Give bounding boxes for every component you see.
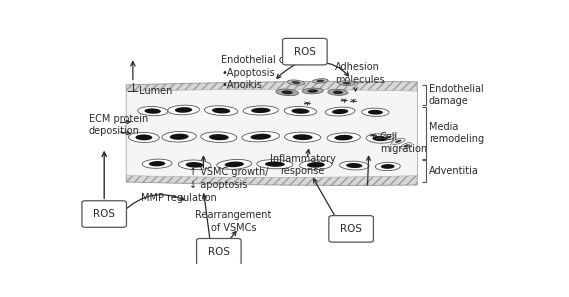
Ellipse shape: [209, 134, 229, 140]
Ellipse shape: [251, 108, 270, 113]
Text: Adventitia: Adventitia: [429, 166, 479, 176]
Text: ROS: ROS: [340, 224, 362, 234]
Ellipse shape: [225, 162, 244, 167]
Ellipse shape: [265, 162, 285, 167]
Ellipse shape: [328, 89, 348, 95]
Ellipse shape: [129, 132, 159, 143]
Ellipse shape: [403, 144, 409, 147]
Ellipse shape: [332, 109, 348, 114]
Ellipse shape: [282, 90, 293, 94]
Polygon shape: [126, 81, 417, 185]
Ellipse shape: [333, 91, 343, 94]
Text: Rearrangement
of VSMCs: Rearrangement of VSMCs: [195, 210, 271, 233]
Ellipse shape: [170, 134, 188, 140]
Ellipse shape: [401, 143, 412, 149]
Ellipse shape: [327, 133, 360, 143]
Ellipse shape: [362, 108, 389, 116]
Ellipse shape: [368, 110, 383, 115]
Ellipse shape: [178, 160, 211, 170]
Ellipse shape: [346, 163, 362, 168]
Text: ROS: ROS: [93, 209, 115, 219]
Ellipse shape: [292, 81, 300, 84]
Ellipse shape: [307, 162, 325, 168]
Ellipse shape: [287, 80, 304, 85]
Ellipse shape: [325, 107, 355, 116]
Ellipse shape: [372, 136, 387, 141]
Ellipse shape: [257, 159, 293, 169]
Text: Adhesion
molecules: Adhesion molecules: [335, 62, 385, 85]
Text: ECM protein
deposition: ECM protein deposition: [89, 114, 148, 136]
Ellipse shape: [340, 161, 369, 170]
Ellipse shape: [212, 108, 230, 113]
Ellipse shape: [316, 80, 324, 82]
Ellipse shape: [300, 160, 332, 170]
Text: Cell
migration: Cell migration: [380, 132, 427, 154]
FancyBboxPatch shape: [283, 38, 327, 65]
Ellipse shape: [138, 107, 168, 116]
Ellipse shape: [292, 134, 312, 140]
Ellipse shape: [335, 135, 353, 140]
Ellipse shape: [142, 159, 172, 168]
Ellipse shape: [284, 132, 321, 142]
Text: Inflammatory
response: Inflammatory response: [270, 154, 336, 176]
Text: ROS: ROS: [294, 47, 316, 57]
Text: Endothelial
damage: Endothelial damage: [429, 84, 484, 106]
Text: ROS: ROS: [208, 247, 230, 257]
Ellipse shape: [145, 108, 161, 114]
Ellipse shape: [135, 135, 152, 140]
Ellipse shape: [391, 138, 405, 144]
Ellipse shape: [384, 136, 391, 139]
Ellipse shape: [276, 89, 299, 96]
Ellipse shape: [381, 164, 395, 169]
FancyBboxPatch shape: [196, 238, 241, 265]
Text: Endothelial cell
•Apoptosis
•Anoikis: Endothelial cell •Apoptosis •Anoikis: [221, 55, 296, 90]
Polygon shape: [126, 89, 417, 177]
Text: ↑ VSMC growth/
↓ apoptosis: ↑ VSMC growth/ ↓ apoptosis: [189, 168, 269, 190]
Ellipse shape: [250, 134, 271, 140]
Ellipse shape: [302, 88, 323, 94]
Ellipse shape: [242, 132, 279, 142]
Ellipse shape: [243, 106, 278, 115]
Ellipse shape: [375, 162, 401, 170]
Ellipse shape: [201, 132, 237, 143]
Ellipse shape: [168, 105, 199, 115]
Ellipse shape: [149, 161, 166, 166]
Ellipse shape: [307, 89, 318, 93]
Text: Media
remodeling: Media remodeling: [429, 122, 484, 144]
Ellipse shape: [343, 82, 351, 84]
Ellipse shape: [217, 159, 252, 169]
Text: MMP regulation: MMP regulation: [141, 193, 217, 203]
Ellipse shape: [366, 134, 393, 143]
Ellipse shape: [284, 107, 317, 116]
Ellipse shape: [380, 135, 395, 140]
Ellipse shape: [175, 107, 192, 113]
Ellipse shape: [291, 108, 310, 114]
Ellipse shape: [204, 106, 238, 116]
Ellipse shape: [339, 81, 355, 86]
FancyBboxPatch shape: [329, 216, 373, 242]
Text: Lumen: Lumen: [139, 86, 173, 96]
Ellipse shape: [162, 132, 196, 142]
FancyBboxPatch shape: [82, 201, 126, 227]
Ellipse shape: [312, 79, 328, 83]
Ellipse shape: [395, 140, 402, 143]
Ellipse shape: [185, 162, 204, 168]
